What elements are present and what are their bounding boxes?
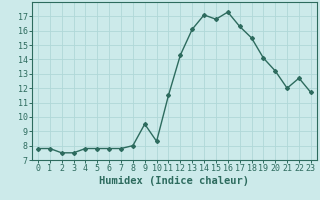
X-axis label: Humidex (Indice chaleur): Humidex (Indice chaleur) xyxy=(100,176,249,186)
